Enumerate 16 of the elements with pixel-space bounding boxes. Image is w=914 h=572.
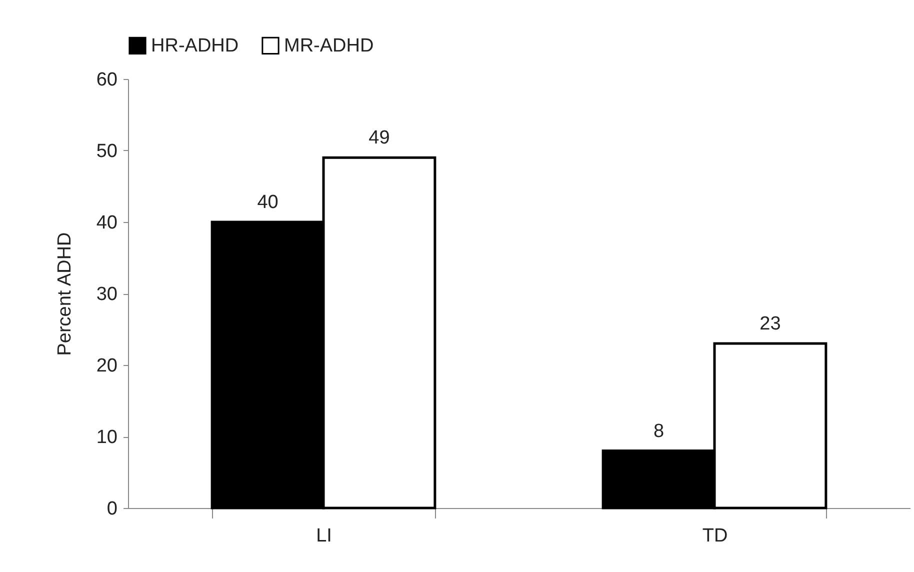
data-label: 8 — [653, 420, 664, 442]
legend-label: HR-ADHD — [151, 36, 239, 57]
y-tick-label: 0 — [106, 498, 118, 520]
y-tick-label: 30 — [96, 284, 118, 305]
y-axis-title: Percent ADHD — [54, 232, 76, 356]
legend-label: MR-ADHD — [284, 36, 374, 57]
data-label: 49 — [368, 128, 390, 149]
y-tick-label: 60 — [96, 70, 118, 90]
x-tick-label: LI — [316, 526, 332, 546]
data-label: 40 — [257, 192, 278, 213]
y-tick-label: 10 — [96, 427, 118, 448]
x-tick-label: TD — [702, 526, 728, 546]
data-label: 23 — [760, 314, 781, 335]
y-tick-label: 20 — [96, 356, 118, 376]
y-tick-label: 40 — [96, 212, 118, 234]
y-tick-label: 50 — [96, 141, 118, 162]
